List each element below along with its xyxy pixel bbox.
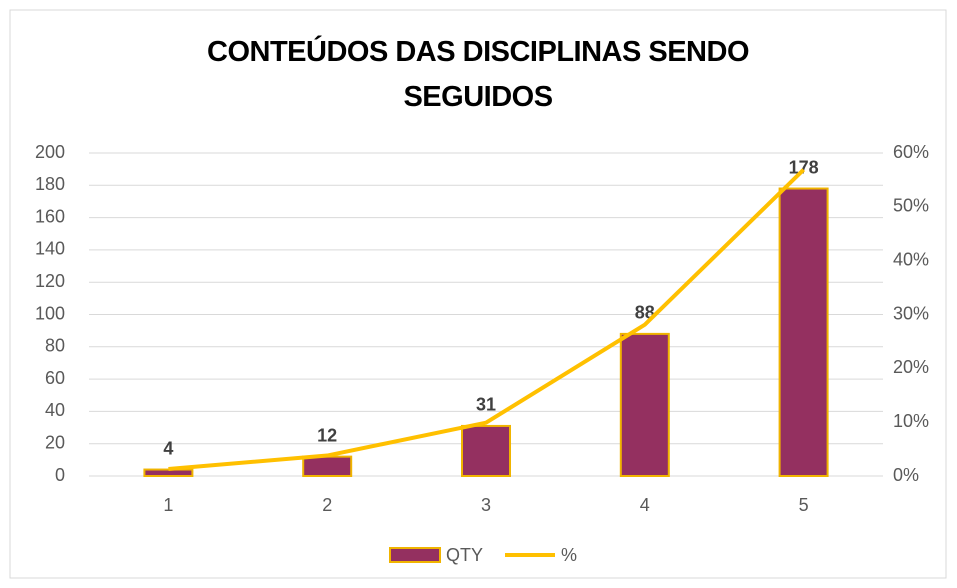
data-label: 31	[476, 395, 496, 415]
y-tick-label: 100	[35, 303, 65, 323]
y2-tick-label: 50%	[893, 196, 929, 216]
y2-tick-label: 40%	[893, 249, 929, 269]
x-tick-label: 4	[640, 495, 650, 515]
y-tick-label: 0	[55, 465, 65, 485]
y2-tick-label: 0%	[893, 465, 919, 485]
bar	[143, 468, 194, 478]
legend-label: %	[561, 545, 577, 565]
y-tick-label: 180	[35, 174, 65, 194]
y-tick-label: 60	[45, 368, 65, 388]
y2-tick-label: 10%	[893, 411, 929, 431]
data-label: 4	[163, 438, 173, 458]
x-tick-label: 3	[481, 495, 491, 515]
y-tick-label: 80	[45, 336, 65, 356]
chart-border	[9, 9, 947, 579]
y2-tick-label: 60%	[893, 142, 929, 162]
legend-label: QTY	[446, 545, 483, 565]
x-tick-label: 5	[799, 495, 809, 515]
x-tick-label: 1	[163, 495, 173, 515]
data-label: 178	[789, 157, 819, 177]
y2-tick-label: 20%	[893, 357, 929, 377]
bar	[302, 455, 353, 477]
line-series	[168, 168, 805, 471]
bar	[778, 187, 829, 477]
x-tick-label: 2	[322, 495, 332, 515]
legend-swatch	[389, 547, 441, 563]
bar	[461, 424, 511, 477]
y-tick-label: 40	[45, 400, 65, 420]
chart-title: CONTEÚDOS DAS DISCIPLINAS SENDO SEGUIDOS	[207, 36, 750, 113]
y-tick-label: 200	[35, 142, 65, 162]
y-tick-label: 20	[45, 432, 65, 452]
data-label: 12	[317, 425, 337, 445]
bar	[619, 332, 670, 477]
y-tick-label: 160	[35, 206, 65, 226]
y-tick-label: 140	[35, 239, 65, 259]
y-tick-label: 120	[35, 271, 65, 291]
y2-tick-label: 30%	[893, 303, 929, 323]
